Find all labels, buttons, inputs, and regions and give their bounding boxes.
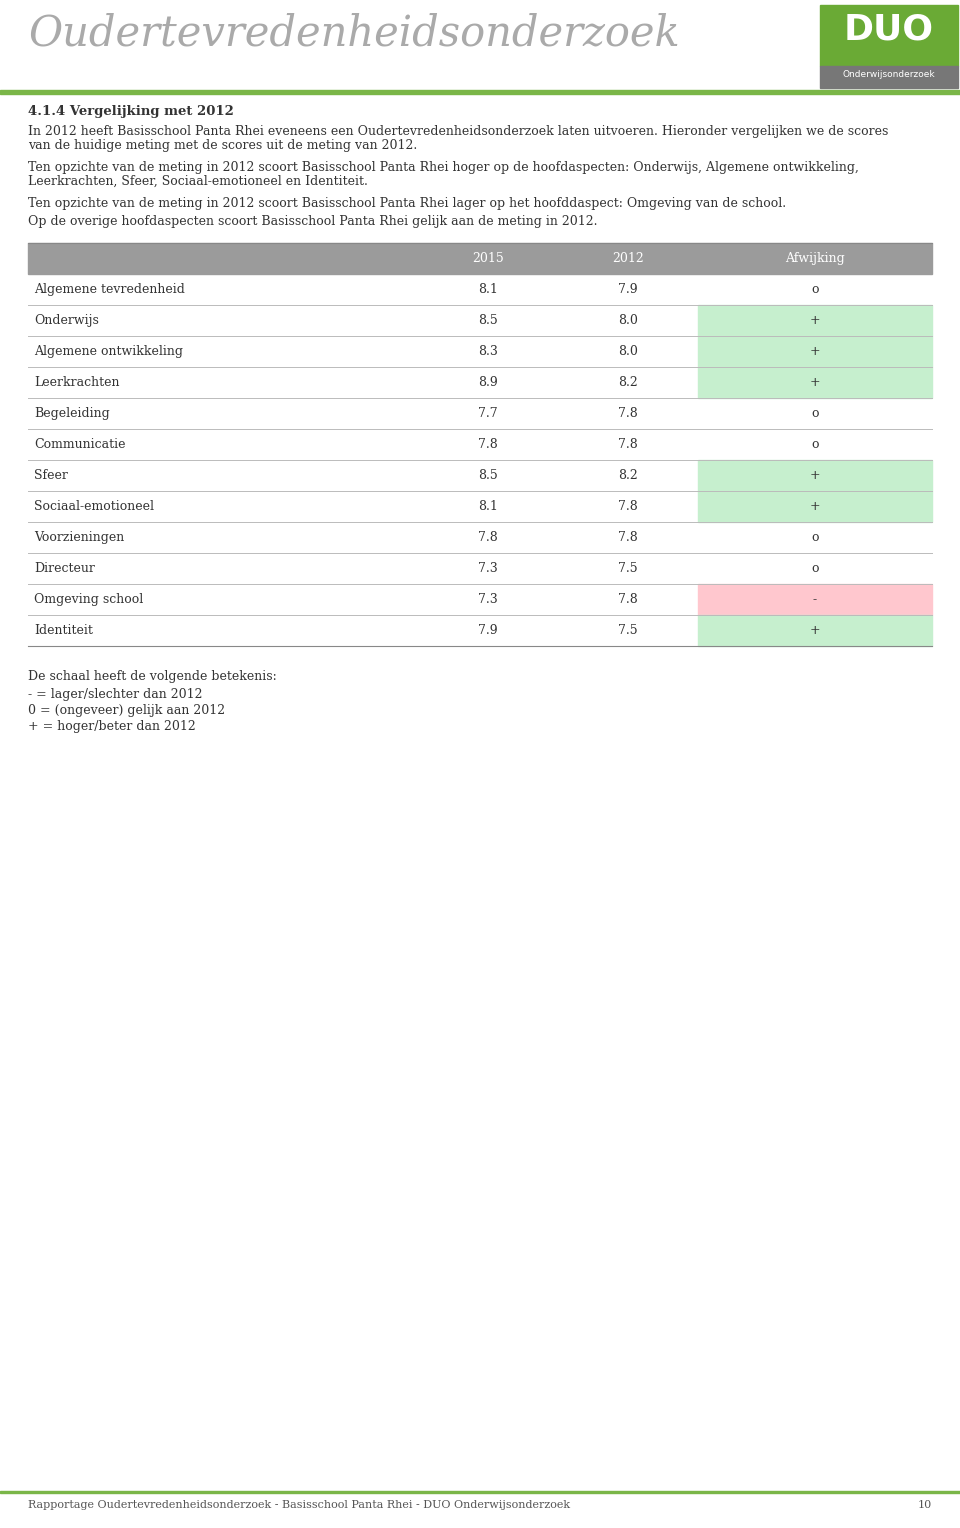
Text: van de huidige meting met de scores uit de meting van 2012.: van de huidige meting met de scores uit …	[28, 139, 418, 151]
Text: Op de overige hoofdaspecten scoort Basisschool Panta Rhei gelijk aan de meting i: Op de overige hoofdaspecten scoort Basis…	[28, 215, 597, 228]
Text: 2015: 2015	[472, 252, 504, 264]
Text: Algemene ontwikkeling: Algemene ontwikkeling	[34, 345, 183, 358]
Text: 7.8: 7.8	[618, 500, 637, 513]
Text: Voorzieningen: Voorzieningen	[34, 532, 124, 544]
Bar	[28, 490, 932, 523]
Text: Sociaal-emotioneel: Sociaal-emotioneel	[34, 500, 154, 513]
Text: + = hoger/beter dan 2012: + = hoger/beter dan 2012	[28, 720, 196, 733]
Text: De schaal heeft de volgende betekenis:: De schaal heeft de volgende betekenis:	[28, 669, 276, 683]
Text: 8.5: 8.5	[478, 313, 498, 327]
Text: 7.3: 7.3	[478, 593, 498, 607]
Text: 8.3: 8.3	[478, 345, 498, 358]
Text: 8.0: 8.0	[618, 313, 638, 327]
Text: Communicatie: Communicatie	[34, 439, 126, 451]
Bar	[28, 367, 932, 397]
Text: 8.1: 8.1	[478, 500, 498, 513]
Text: o: o	[811, 562, 819, 575]
Bar	[28, 336, 932, 367]
Text: Leerkrachten: Leerkrachten	[34, 376, 119, 390]
Bar	[698, 367, 932, 397]
Text: Onderwijsonderzoek: Onderwijsonderzoek	[843, 70, 935, 79]
Bar	[28, 243, 932, 274]
Bar	[698, 336, 932, 367]
Text: +: +	[809, 623, 820, 637]
Text: +: +	[809, 376, 820, 390]
Text: Leerkrachten, Sfeer, Sociaal-emotioneel en Identiteit.: Leerkrachten, Sfeer, Sociaal-emotioneel …	[28, 176, 368, 188]
Text: 10: 10	[918, 1500, 932, 1510]
Text: 7.3: 7.3	[478, 562, 498, 575]
Bar	[28, 274, 932, 306]
Text: Ten opzichte van de meting in 2012 scoort Basisschool Panta Rhei lager op het ho: Ten opzichte van de meting in 2012 scoor…	[28, 197, 786, 209]
Text: o: o	[811, 406, 819, 420]
Text: 7.8: 7.8	[478, 439, 498, 451]
Text: DUO: DUO	[844, 14, 934, 47]
Bar	[698, 490, 932, 523]
Text: 7.7: 7.7	[478, 406, 498, 420]
Text: +: +	[809, 345, 820, 358]
Text: 7.5: 7.5	[618, 623, 637, 637]
Text: Oudertevredenheidsonderzoek: Oudertevredenheidsonderzoek	[28, 12, 680, 53]
Text: 8.1: 8.1	[478, 283, 498, 296]
Text: 2012: 2012	[612, 252, 644, 264]
Bar	[0, 90, 960, 95]
Text: 8.2: 8.2	[618, 376, 637, 390]
Bar	[698, 614, 932, 646]
Text: Ten opzichte van de meting in 2012 scoort Basisschool Panta Rhei hoger op de hoo: Ten opzichte van de meting in 2012 scoor…	[28, 160, 859, 174]
Text: +: +	[809, 313, 820, 327]
Text: 4.1.4 Vergelijking met 2012: 4.1.4 Vergelijking met 2012	[28, 105, 234, 118]
Text: 7.8: 7.8	[618, 439, 637, 451]
Bar	[28, 460, 932, 490]
Text: Directeur: Directeur	[34, 562, 95, 575]
Bar	[698, 306, 932, 336]
Bar	[0, 1491, 960, 1493]
Text: - = lager/slechter dan 2012: - = lager/slechter dan 2012	[28, 688, 203, 701]
Text: Afwijking: Afwijking	[785, 252, 845, 264]
Text: 8.2: 8.2	[618, 469, 637, 481]
Bar	[28, 306, 932, 336]
Text: 8.5: 8.5	[478, 469, 498, 481]
Bar	[28, 397, 932, 429]
Text: o: o	[811, 439, 819, 451]
Text: 0 = (ongeveer) gelijk aan 2012: 0 = (ongeveer) gelijk aan 2012	[28, 704, 226, 717]
Text: o: o	[811, 283, 819, 296]
Bar	[698, 584, 932, 614]
Text: 7.8: 7.8	[478, 532, 498, 544]
Bar	[28, 553, 932, 584]
Text: 7.8: 7.8	[618, 593, 637, 607]
Text: +: +	[809, 469, 820, 481]
Text: 7.8: 7.8	[618, 406, 637, 420]
Bar	[698, 460, 932, 490]
Bar	[28, 584, 932, 614]
Text: +: +	[809, 500, 820, 513]
Bar	[820, 66, 958, 89]
Text: Onderwijs: Onderwijs	[34, 313, 99, 327]
Text: In 2012 heeft Basisschool Panta Rhei eveneens een Oudertevredenheidsonderzoek la: In 2012 heeft Basisschool Panta Rhei eve…	[28, 125, 888, 138]
Text: Identiteit: Identiteit	[34, 623, 93, 637]
Text: 7.8: 7.8	[618, 532, 637, 544]
Text: 8.9: 8.9	[478, 376, 498, 390]
Text: 7.9: 7.9	[478, 623, 498, 637]
Text: Sfeer: Sfeer	[34, 469, 68, 481]
Text: 7.9: 7.9	[618, 283, 637, 296]
Text: Omgeving school: Omgeving school	[34, 593, 143, 607]
Bar	[28, 523, 932, 553]
Text: 8.0: 8.0	[618, 345, 638, 358]
Text: Algemene tevredenheid: Algemene tevredenheid	[34, 283, 185, 296]
Bar	[820, 5, 958, 66]
Text: Rapportage Oudertevredenheidsonderzoek - Basisschool Panta Rhei - DUO Onderwijso: Rapportage Oudertevredenheidsonderzoek -…	[28, 1500, 570, 1510]
Text: 7.5: 7.5	[618, 562, 637, 575]
Text: o: o	[811, 532, 819, 544]
Bar	[28, 614, 932, 646]
Text: Begeleiding: Begeleiding	[34, 406, 109, 420]
Bar	[28, 429, 932, 460]
Text: -: -	[813, 593, 817, 607]
